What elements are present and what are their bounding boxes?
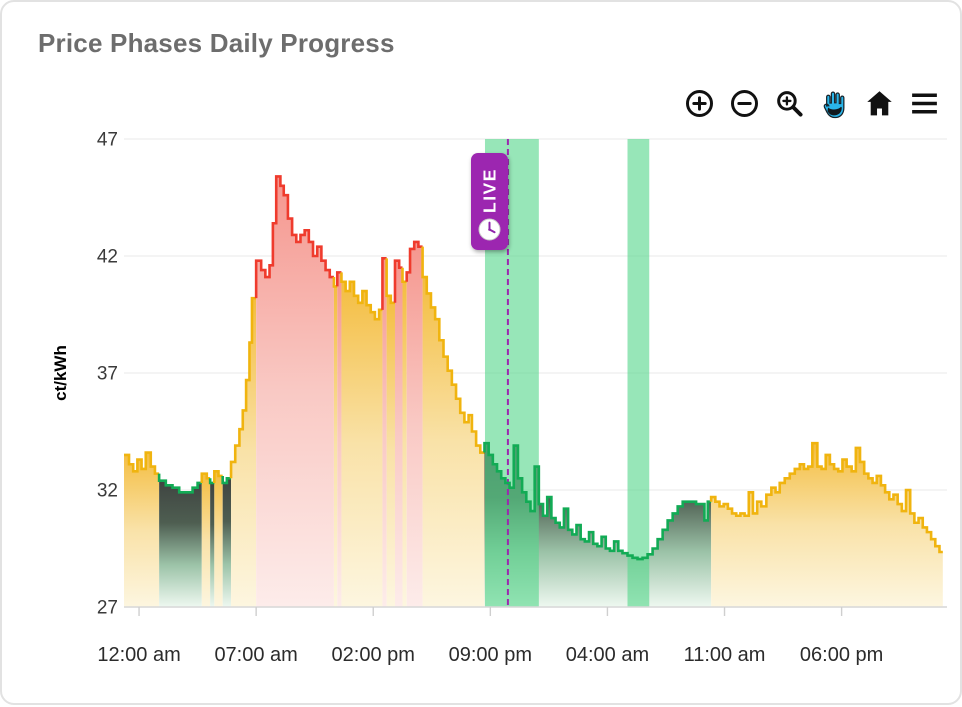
- reset-home-button[interactable]: [861, 86, 897, 120]
- price-area-normal: [711, 443, 943, 607]
- price-area-normal: [124, 452, 160, 607]
- x-tick-label: 04:00 am: [566, 644, 649, 666]
- chart-toolbar: [681, 86, 942, 120]
- price-area-expensive: [394, 260, 403, 607]
- pan-button[interactable]: [816, 86, 852, 120]
- price-area-expensive: [382, 258, 387, 607]
- price-area-normal: [201, 473, 211, 607]
- price-step-line-expensive: [405, 240, 423, 282]
- live-badge: LIVE: [471, 153, 508, 250]
- y-axis-title: ct/kWh: [51, 345, 70, 401]
- price-step-line-cheap: [208, 478, 215, 485]
- menu-button[interactable]: [906, 86, 942, 120]
- clock-icon: [478, 218, 501, 241]
- price-step-line-normal: [229, 296, 257, 479]
- price-area-normal: [333, 286, 338, 607]
- price-step-line-cheap: [157, 473, 202, 494]
- price-step-line-normal: [421, 246, 485, 454]
- zoom-out-circle-button[interactable]: [726, 86, 762, 120]
- price-step-line-normal: [200, 472, 211, 483]
- price-step-line-normal: [213, 469, 223, 483]
- price-step-line-cheap: [483, 441, 712, 561]
- price-step-line-normal: [709, 441, 943, 554]
- price-area-cheap: [484, 443, 712, 607]
- price-step-line-expensive: [254, 175, 334, 299]
- y-tick-label: 47: [97, 130, 118, 151]
- x-tick-label: 07:00 am: [214, 644, 297, 666]
- x-tick-label: 12:00 am: [97, 644, 180, 666]
- price-area-expensive: [337, 272, 342, 607]
- y-tick-label: 42: [97, 247, 118, 268]
- price-area-normal: [402, 281, 407, 607]
- price-area-normal: [214, 471, 223, 607]
- price-step-line-normal: [124, 451, 160, 475]
- price-area-cheap: [159, 480, 202, 607]
- hand-icon: [818, 87, 851, 120]
- magnifier-plus-icon: [774, 88, 805, 119]
- price-area-cheap: [210, 482, 215, 607]
- price-area-expensive: [256, 176, 334, 607]
- y-tick-label: 32: [97, 481, 118, 502]
- price-step-line-normal: [385, 258, 395, 305]
- price-step-line-expensive: [393, 259, 403, 303]
- x-tick-label: 06:00 pm: [800, 644, 883, 666]
- price-step-line-expensive: [381, 257, 387, 310]
- circle-plus-icon: [684, 88, 715, 119]
- y-tick-label: 37: [97, 364, 118, 385]
- price-area-expensive: [406, 241, 423, 607]
- price-area-cheap: [222, 478, 232, 607]
- zoom-in-circle-button[interactable]: [681, 86, 717, 120]
- price-area-normal: [341, 281, 383, 607]
- price-area-normal: [386, 295, 395, 607]
- hamburger-icon: [908, 87, 941, 120]
- x-tick-label: 09:00 pm: [449, 644, 532, 666]
- x-tick-label: 02:00 pm: [332, 644, 415, 666]
- price-step-line-expensive: [335, 271, 342, 287]
- cheap-window-band: [627, 139, 650, 607]
- y-tick-label: 27: [97, 598, 118, 619]
- x-tick-label: 11:00 am: [684, 644, 766, 666]
- live-badge-label: LIVE: [480, 168, 500, 213]
- circle-minus-icon: [729, 88, 760, 119]
- home-icon: [863, 87, 896, 120]
- price-step-line-normal: [401, 267, 407, 284]
- chart-title: Price Phases Daily Progress: [38, 28, 395, 58]
- price-step-line-normal: [340, 272, 383, 321]
- price-area-normal: [422, 277, 485, 607]
- price-step-line-cheap: [221, 475, 232, 485]
- box-zoom-button[interactable]: [771, 86, 807, 120]
